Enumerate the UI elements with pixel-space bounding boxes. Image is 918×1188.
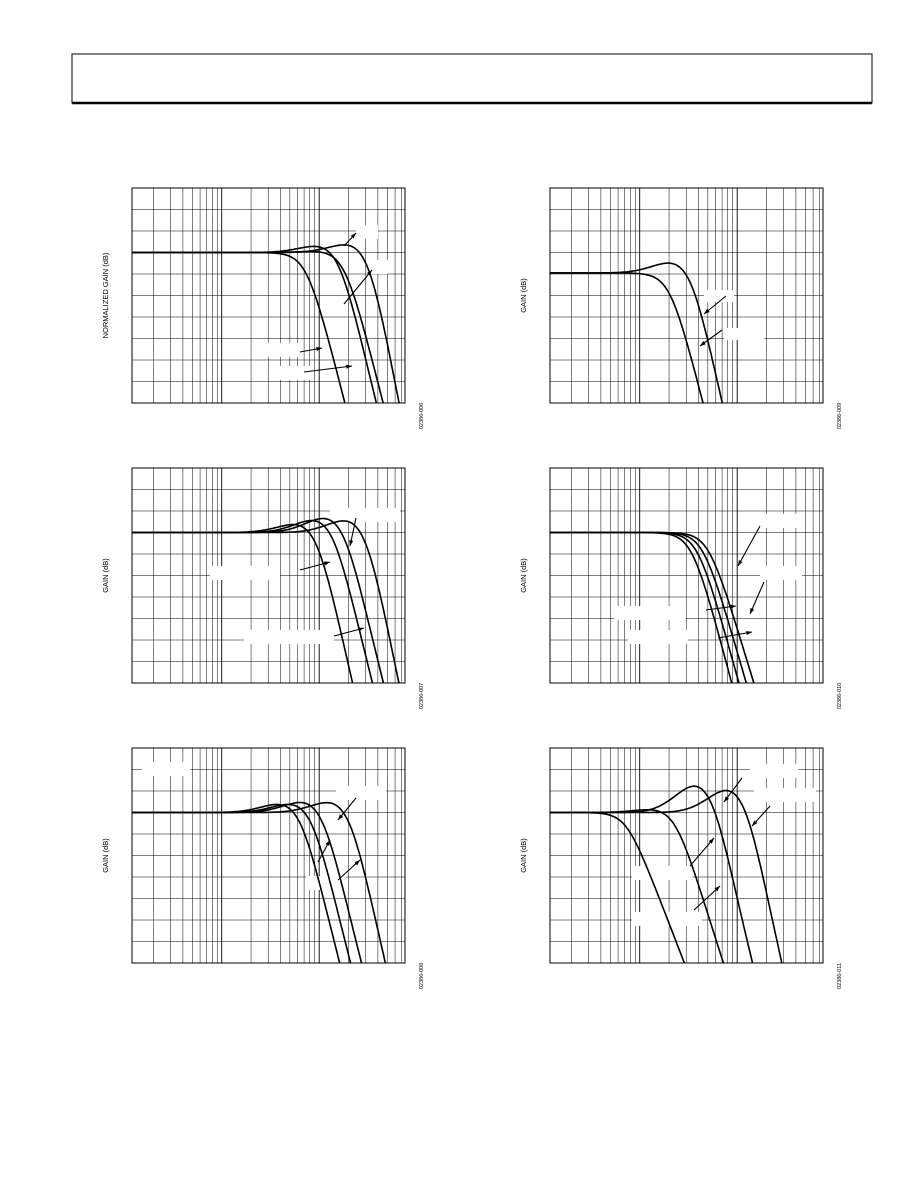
arrowhead xyxy=(325,840,330,846)
label-mask xyxy=(330,508,400,522)
label-mask xyxy=(336,786,386,800)
label-mask xyxy=(210,566,280,580)
arrowhead xyxy=(354,860,360,866)
figure: GAIN (dB) 02386-010 xyxy=(519,467,843,709)
arrowhead xyxy=(316,346,322,352)
arrowhead xyxy=(714,886,720,892)
figure: GAIN (dB) 02386-007 xyxy=(101,467,425,709)
figure-code: 02386-007 xyxy=(419,683,425,709)
callout-arrow xyxy=(693,885,721,911)
figure-code: 02386-010 xyxy=(837,683,843,709)
curves xyxy=(550,262,724,403)
response-curve xyxy=(132,244,400,403)
label-mask xyxy=(142,762,190,776)
arrowhead xyxy=(700,341,706,346)
label-mask xyxy=(272,366,312,380)
label-mask xyxy=(614,606,686,620)
label-mask xyxy=(306,876,346,890)
figure-code: 02386-006 xyxy=(419,403,425,429)
arrowhead xyxy=(358,627,364,632)
figure-code: 02386-011 xyxy=(837,963,843,989)
response-curve xyxy=(550,531,755,683)
callout-arrow xyxy=(749,581,765,615)
arrowhead xyxy=(704,308,710,314)
callout-arrow xyxy=(737,525,761,567)
curves xyxy=(550,785,783,963)
figure: NORMALIZED GAIN (dB) 02386-006 xyxy=(101,187,425,429)
label-mask xyxy=(760,566,802,580)
label-mask xyxy=(632,866,692,880)
label-mask xyxy=(262,343,300,357)
response-curve xyxy=(550,272,704,403)
response-curve xyxy=(132,520,400,683)
label-mask xyxy=(356,225,378,239)
y-axis-label: GAIN (dB) xyxy=(101,558,110,593)
callout-arrow xyxy=(343,269,373,305)
y-axis-label: GAIN (dB) xyxy=(519,278,528,313)
label-mask xyxy=(244,630,334,644)
figure: GAIN (dB) 02386-011 xyxy=(519,747,843,989)
arrowhead xyxy=(724,796,730,802)
label-mask xyxy=(750,764,798,778)
y-axis-label: GAIN (dB) xyxy=(519,838,528,873)
label-mask xyxy=(628,630,688,644)
figure-code: 02386-008 xyxy=(419,963,425,989)
arrowhead xyxy=(349,540,354,546)
y-axis-label: GAIN (dB) xyxy=(519,558,528,593)
arrowhead xyxy=(338,814,344,820)
figure: GAIN (dB) 02386-008 xyxy=(101,747,425,989)
label-mask xyxy=(754,788,816,802)
curves xyxy=(550,531,755,683)
label-mask xyxy=(724,328,764,340)
label-mask xyxy=(740,514,802,528)
figure: GAIN (dB) 02386-009 xyxy=(519,187,843,429)
arrowhead xyxy=(350,233,356,239)
curves xyxy=(132,244,400,403)
arrowhead xyxy=(366,270,372,276)
arrowhead xyxy=(746,630,752,636)
header-box xyxy=(71,53,873,104)
arrowhead xyxy=(730,604,736,609)
arrowhead xyxy=(738,560,743,566)
arrowhead xyxy=(708,838,714,844)
arrowhead xyxy=(346,364,352,369)
y-axis-label: GAIN (dB) xyxy=(101,838,110,873)
y-axis-label: NORMALIZED GAIN (dB) xyxy=(101,252,110,338)
callout-arrow xyxy=(717,631,753,639)
callout-arrow xyxy=(689,837,715,867)
response-curve xyxy=(550,789,783,963)
response-curve xyxy=(132,801,387,963)
arrowhead xyxy=(752,820,758,826)
arrowhead xyxy=(750,608,755,614)
figure-code: 02386-009 xyxy=(837,403,843,429)
callout-arrow xyxy=(303,365,353,373)
label-mask xyxy=(704,290,734,302)
arrowhead xyxy=(324,561,330,566)
curves xyxy=(132,801,387,963)
